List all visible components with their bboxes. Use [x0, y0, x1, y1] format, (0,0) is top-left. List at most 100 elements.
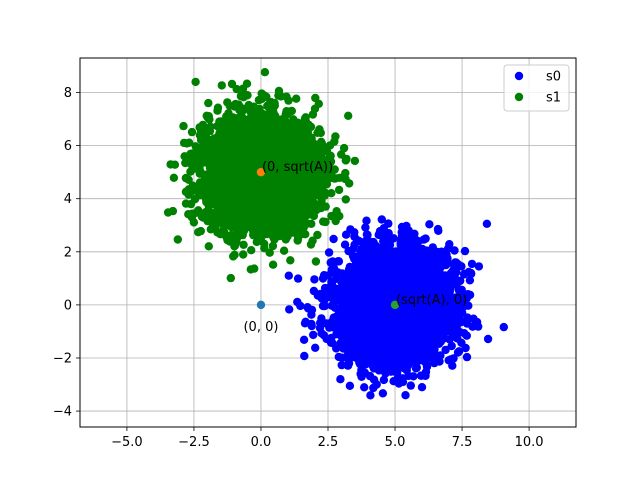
data-point-s0 — [378, 389, 388, 398]
data-point-s0 — [409, 372, 418, 381]
data-point-s0 — [410, 229, 419, 238]
data-point-s0 — [339, 344, 348, 353]
data-point-s0 — [374, 230, 383, 240]
data-point-s0 — [293, 274, 303, 283]
data-point-s0 — [430, 319, 439, 329]
data-point-s0 — [299, 335, 309, 344]
data-point-s0 — [406, 381, 415, 390]
data-point-s0 — [303, 303, 312, 312]
data-point-s0 — [463, 313, 472, 322]
data-point-s0 — [319, 331, 329, 340]
data-point-s0 — [336, 293, 346, 302]
data-point-s0 — [363, 230, 372, 240]
data-point-s0 — [329, 263, 339, 272]
data-point-s0 — [327, 333, 336, 343]
scatter-points — [163, 68, 508, 400]
data-point-s0 — [455, 311, 464, 320]
data-point-s0 — [374, 350, 383, 359]
data-point-s0 — [383, 255, 393, 265]
data-point-s0 — [336, 375, 345, 384]
data-point-s0 — [419, 235, 428, 244]
data-point-s0 — [402, 366, 411, 375]
data-point-s0 — [474, 262, 484, 271]
data-point-s0 — [355, 352, 364, 361]
data-point-s0 — [369, 375, 379, 384]
data-point-s0 — [335, 322, 344, 331]
data-point-s0 — [329, 313, 338, 322]
data-point-s0 — [320, 301, 329, 311]
data-point-s0 — [300, 351, 309, 361]
data-point-s0 — [405, 327, 414, 336]
data-point-s0 — [434, 226, 443, 235]
data-point-s0 — [452, 258, 461, 267]
data-point-s0 — [422, 353, 432, 362]
data-point-s0 — [340, 240, 350, 249]
data-point-s0 — [331, 286, 340, 296]
data-point-s0 — [460, 246, 470, 256]
data-point-s0 — [301, 317, 310, 326]
data-point-s0 — [356, 281, 366, 290]
data-point-s0 — [320, 272, 329, 281]
data-point-s0 — [360, 383, 369, 392]
data-point-s0 — [345, 381, 355, 390]
data-point-s0 — [321, 285, 330, 294]
data-point-s0 — [417, 383, 427, 392]
data-point-s0 — [357, 255, 366, 265]
data-point-s0 — [341, 230, 351, 239]
data-point-s0 — [426, 310, 435, 320]
data-point-s0 — [401, 391, 410, 400]
data-point-s0 — [366, 391, 375, 400]
data-point-s0 — [331, 274, 341, 283]
data-point-s0 — [389, 234, 398, 243]
data-point-s0 — [414, 327, 424, 336]
data-point-s0 — [392, 321, 402, 330]
data-point-s0 — [467, 259, 477, 269]
data-point-s0 — [324, 248, 334, 257]
data-point-s0 — [454, 347, 464, 356]
data-point-s0 — [448, 361, 457, 370]
data-point-s0 — [377, 215, 386, 224]
data-point-s0 — [317, 314, 326, 323]
data-point-s0 — [464, 301, 473, 310]
data-point-s0 — [362, 216, 371, 225]
data-point-s0 — [460, 329, 469, 338]
data-point-s0 — [405, 243, 414, 252]
data-point-s0 — [310, 275, 319, 284]
data-point-s0 — [443, 255, 452, 265]
data-point-s0 — [379, 224, 388, 233]
data-point-s0 — [436, 274, 446, 283]
data-point-s0 — [425, 220, 434, 229]
data-point-s0 — [483, 334, 493, 344]
data-point-s0 — [392, 273, 402, 282]
data-point-s0 — [401, 225, 410, 234]
data-point-s0 — [436, 311, 445, 320]
data-point-s0 — [449, 272, 459, 282]
data-point-s0 — [417, 313, 426, 322]
data-point-s0 — [396, 310, 405, 320]
data-point-s0 — [367, 280, 377, 290]
data-point-s0 — [426, 337, 435, 347]
data-point-s0 — [349, 311, 359, 320]
data-point-s0 — [344, 246, 353, 256]
data-point-s0 — [462, 352, 472, 362]
data-point-s0 — [424, 272, 433, 281]
data-point-s0 — [394, 379, 404, 388]
data-point-s0 — [459, 270, 469, 279]
data-point-s0 — [293, 297, 302, 307]
data-point-s0 — [357, 372, 366, 381]
data-point-s0 — [417, 245, 426, 254]
data-point-s0 — [366, 257, 376, 267]
data-point-s0 — [336, 304, 345, 313]
data-point-s0 — [343, 272, 352, 281]
data-point-s0 — [285, 305, 294, 314]
data-point-s0 — [421, 371, 430, 380]
data-point-s0 — [431, 353, 440, 362]
data-point-s0 — [373, 340, 382, 349]
data-point-s0 — [441, 345, 450, 355]
data-point-s0 — [412, 363, 421, 372]
data-point-s0 — [378, 268, 387, 277]
data-point-s0 — [457, 338, 466, 347]
series-s0 — [284, 215, 508, 400]
data-point-s0 — [472, 317, 482, 327]
